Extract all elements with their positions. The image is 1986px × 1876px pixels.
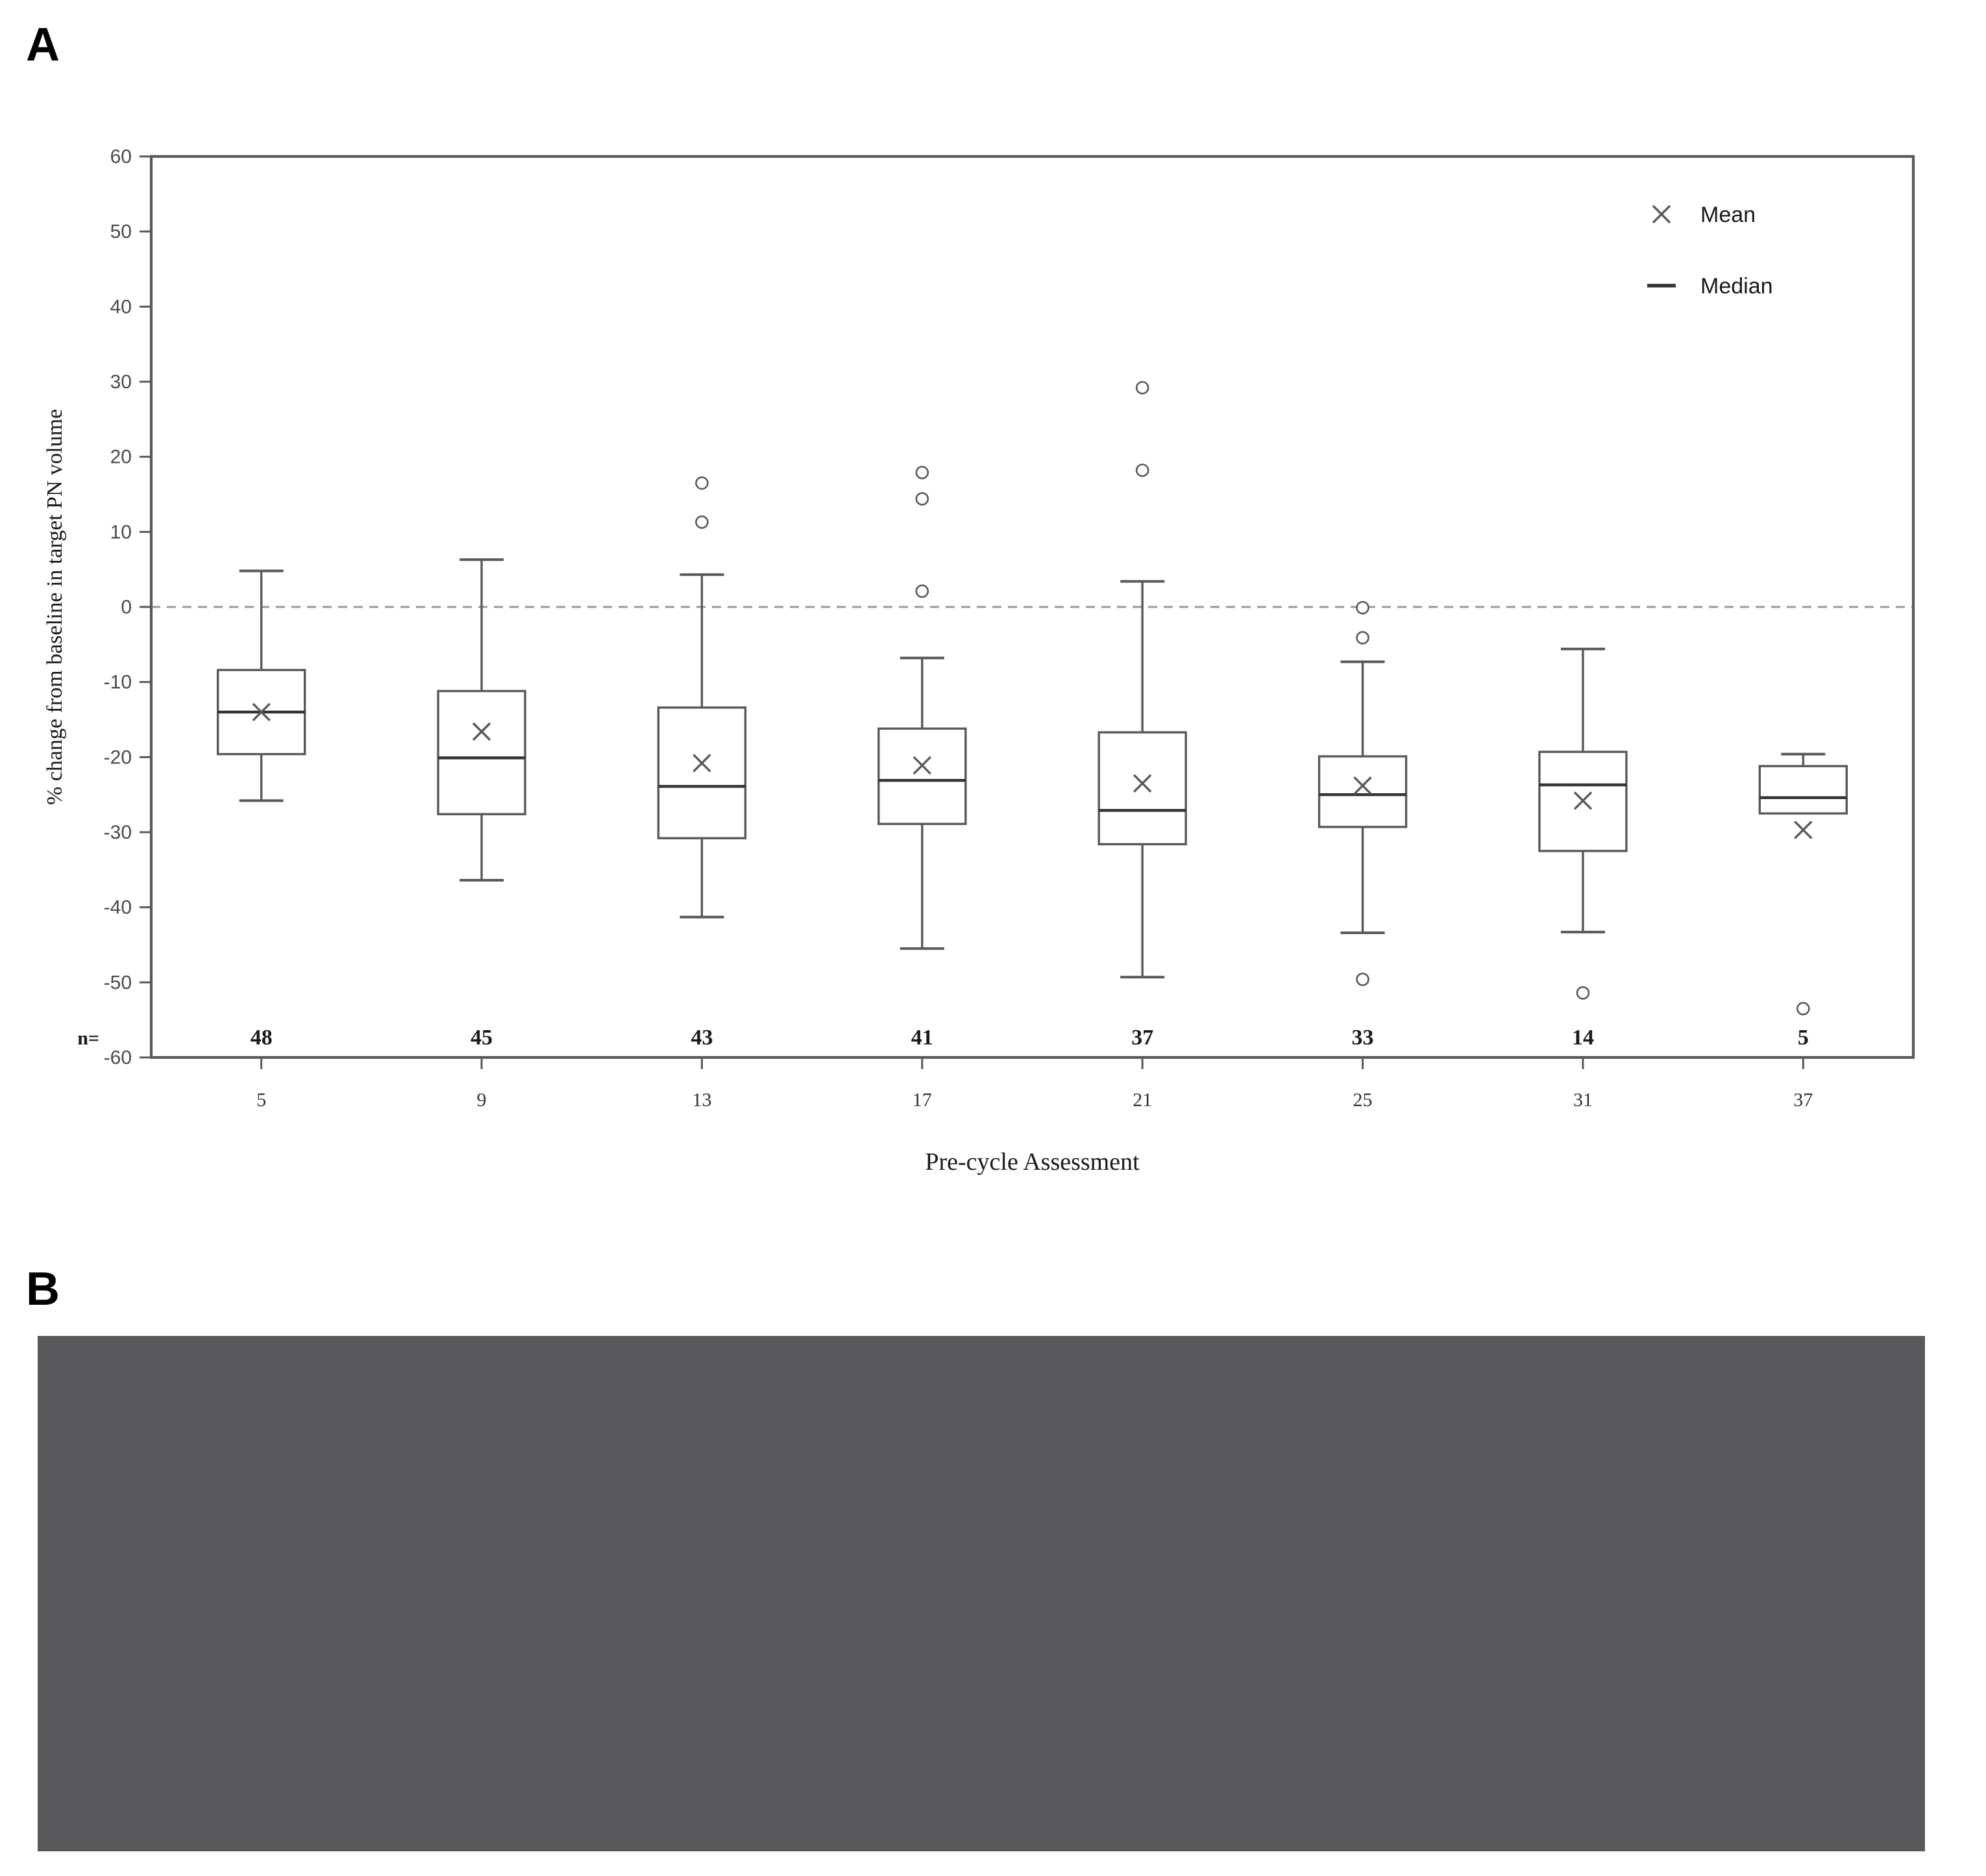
svg-text:n=: n= — [77, 1028, 99, 1049]
svg-text:Mean: Mean — [1700, 203, 1756, 227]
svg-text:37: 37 — [1793, 1089, 1813, 1111]
svg-text:13: 13 — [692, 1089, 711, 1111]
svg-text:-40: -40 — [104, 897, 132, 919]
svg-text:-60: -60 — [104, 1047, 132, 1068]
svg-text:-30: -30 — [104, 822, 132, 843]
svg-text:41: 41 — [911, 1026, 933, 1050]
svg-text:5: 5 — [1798, 1026, 1809, 1050]
svg-text:14: 14 — [1572, 1026, 1594, 1050]
svg-text:-10: -10 — [104, 672, 132, 693]
svg-text:45: 45 — [471, 1026, 493, 1050]
svg-text:21: 21 — [1133, 1089, 1152, 1111]
svg-text:17: 17 — [913, 1089, 932, 1111]
svg-text:% change from baseline in targ: % change from baseline in target PN volu… — [43, 409, 67, 805]
svg-text:37: 37 — [1131, 1026, 1153, 1050]
svg-text:10: 10 — [110, 521, 132, 543]
svg-text:Pre-cycle Assessment: Pre-cycle Assessment — [925, 1148, 1140, 1176]
svg-text:-50: -50 — [104, 972, 132, 993]
svg-text:25: 25 — [1353, 1089, 1373, 1111]
svg-text:9: 9 — [477, 1089, 487, 1111]
svg-text:31: 31 — [1573, 1089, 1593, 1111]
svg-text:33: 33 — [1352, 1026, 1374, 1050]
svg-text:5: 5 — [256, 1089, 266, 1111]
svg-text:Median: Median — [1700, 274, 1773, 299]
svg-text:40: 40 — [110, 296, 132, 317]
svg-text:30: 30 — [110, 371, 132, 393]
svg-text:43: 43 — [691, 1026, 713, 1050]
svg-text:60: 60 — [110, 146, 132, 167]
svg-text:50: 50 — [110, 221, 132, 243]
svg-text:-20: -20 — [104, 747, 132, 768]
svg-text:0: 0 — [121, 597, 132, 618]
svg-text:20: 20 — [110, 447, 132, 468]
svg-text:48: 48 — [251, 1026, 273, 1050]
